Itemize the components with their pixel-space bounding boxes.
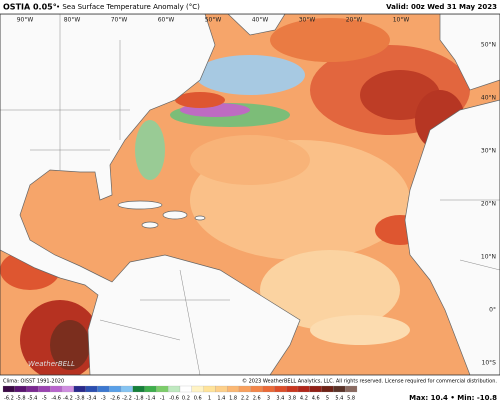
latitude-label: 10°S — [482, 360, 497, 367]
borders — [0, 14, 500, 375]
longitude-label: 10°W — [393, 17, 410, 24]
legend-label: -5 — [42, 396, 47, 402]
africa — [404, 99, 500, 375]
footer-copyright: © 2023 WeatherBELL Analytics, LLC. All r… — [242, 378, 497, 385]
legend-swatch — [109, 385, 122, 393]
legend-swatch — [179, 385, 192, 393]
legend-swatch — [14, 385, 27, 393]
legend-label: 2.2 — [241, 396, 249, 402]
legend-swatch — [250, 385, 263, 393]
latitude-label: 50°N — [481, 42, 496, 49]
legend-label: 4.2 — [300, 396, 308, 402]
legend-label: 1.4 — [217, 396, 225, 402]
legend-swatch — [321, 385, 334, 393]
longitude-label: 90°W — [17, 17, 34, 24]
legend-label: 3 — [267, 396, 270, 402]
latitude-label: 10°N — [481, 254, 496, 261]
legend-label: 5.4 — [335, 396, 343, 402]
legend-swatch — [333, 385, 346, 393]
longitude-labels: 90°W 80°W 70°W 60°W 50°W 40°W 30°W 20°W 10°W — [17, 17, 410, 24]
legend-label: -6.2 — [4, 396, 14, 402]
longitude-label: 20°W — [346, 17, 363, 24]
legend-swatch — [97, 385, 110, 393]
caribbean-islands — [117, 200, 206, 229]
header-valid: Valid: 00z Wed 31 May 2023 — [386, 3, 497, 11]
legend-label: -2.6 — [110, 396, 120, 402]
longitude-label: 80°W — [64, 17, 81, 24]
legend-swatch — [203, 385, 216, 393]
legend-label: -1 — [160, 396, 165, 402]
legend-swatch — [262, 385, 275, 393]
legend-swatch — [132, 385, 145, 393]
legend-label: 3.4 — [276, 396, 284, 402]
latitude-label: 40°N — [481, 95, 496, 102]
legend-label: 1 — [208, 396, 211, 402]
latitude-labels: 50°N 40°N 30°N 20°N 10°N 0° 10°S — [481, 42, 496, 367]
legend-label: -1.4 — [146, 396, 156, 402]
latitude-label: 0° — [489, 307, 496, 314]
legend-swatch — [73, 385, 86, 393]
footer-clima: Clima: OISST 1991-2020 — [3, 379, 64, 385]
legend-label: -4.2 — [63, 396, 73, 402]
legend-swatch — [309, 385, 322, 393]
legend-swatch — [120, 385, 133, 393]
legend-swatch — [238, 385, 251, 393]
legend-swatch — [168, 385, 181, 393]
legend-label: -4.6 — [51, 396, 61, 402]
legend-label: 5 — [326, 396, 329, 402]
legend-label: -2.2 — [122, 396, 132, 402]
longitude-label: 70°W — [111, 17, 128, 24]
anomaly-field — [0, 18, 470, 375]
legend-swatch — [144, 385, 157, 393]
legend-swatch — [2, 385, 15, 393]
legend-swatch — [297, 385, 310, 393]
map — [0, 13, 500, 376]
legend-swatch — [50, 385, 63, 393]
legend-label: 2.6 — [253, 396, 261, 402]
legend-swatch — [61, 385, 74, 393]
legend-label: -3.8 — [75, 396, 85, 402]
legend-swatch — [156, 385, 169, 393]
legend-label: -3 — [101, 396, 106, 402]
greenland — [227, 14, 286, 36]
legend-swatch — [38, 385, 51, 393]
legend-label: -5.4 — [28, 396, 38, 402]
europe — [439, 14, 500, 91]
legend-label: 4.6 — [312, 396, 320, 402]
longitude-label: 30°W — [299, 17, 316, 24]
legend-label: -3.4 — [87, 396, 97, 402]
legend-swatch — [191, 385, 204, 393]
legend-label: 1.8 — [229, 396, 237, 402]
legend-swatch — [26, 385, 39, 393]
footer-extremes: Max: 10.4 • Min: -10.8 — [409, 394, 497, 402]
legend-swatch — [227, 385, 240, 393]
latitude-label: 30°N — [481, 148, 496, 155]
legend-label: 0.2 — [182, 396, 190, 402]
longitude-label: 60°W — [158, 17, 175, 24]
latitude-label: 20°N — [481, 201, 496, 208]
legend-swatch — [286, 385, 299, 393]
legend-label: 5.8 — [347, 396, 355, 402]
legend-swatch — [345, 385, 358, 393]
north-america — [0, 14, 301, 375]
header-subtitle: • Sea Surface Temperature Anomaly (°C) — [56, 3, 200, 11]
header-title: OSTIA 0.05° — [3, 3, 57, 12]
legend-swatch — [85, 385, 98, 393]
legend-swatch — [274, 385, 287, 393]
watermark: WeatherBELL — [28, 360, 75, 368]
legend-label: 0.6 — [194, 396, 202, 402]
legend-label: -5.8 — [16, 396, 26, 402]
colorbar: -6.2 -5.8 -5.4 -5 -4.6 -4.2 -3.8 -3.4 -3 -2.6 -2.2… — [2, 385, 358, 402]
legend-swatch — [215, 385, 228, 393]
longitude-label: 50°W — [205, 17, 222, 24]
legend-label: -0.6 — [169, 396, 179, 402]
legend-label: 3.8 — [288, 396, 296, 402]
legend-label: -1.8 — [134, 396, 144, 402]
longitude-label: 40°W — [252, 17, 269, 24]
